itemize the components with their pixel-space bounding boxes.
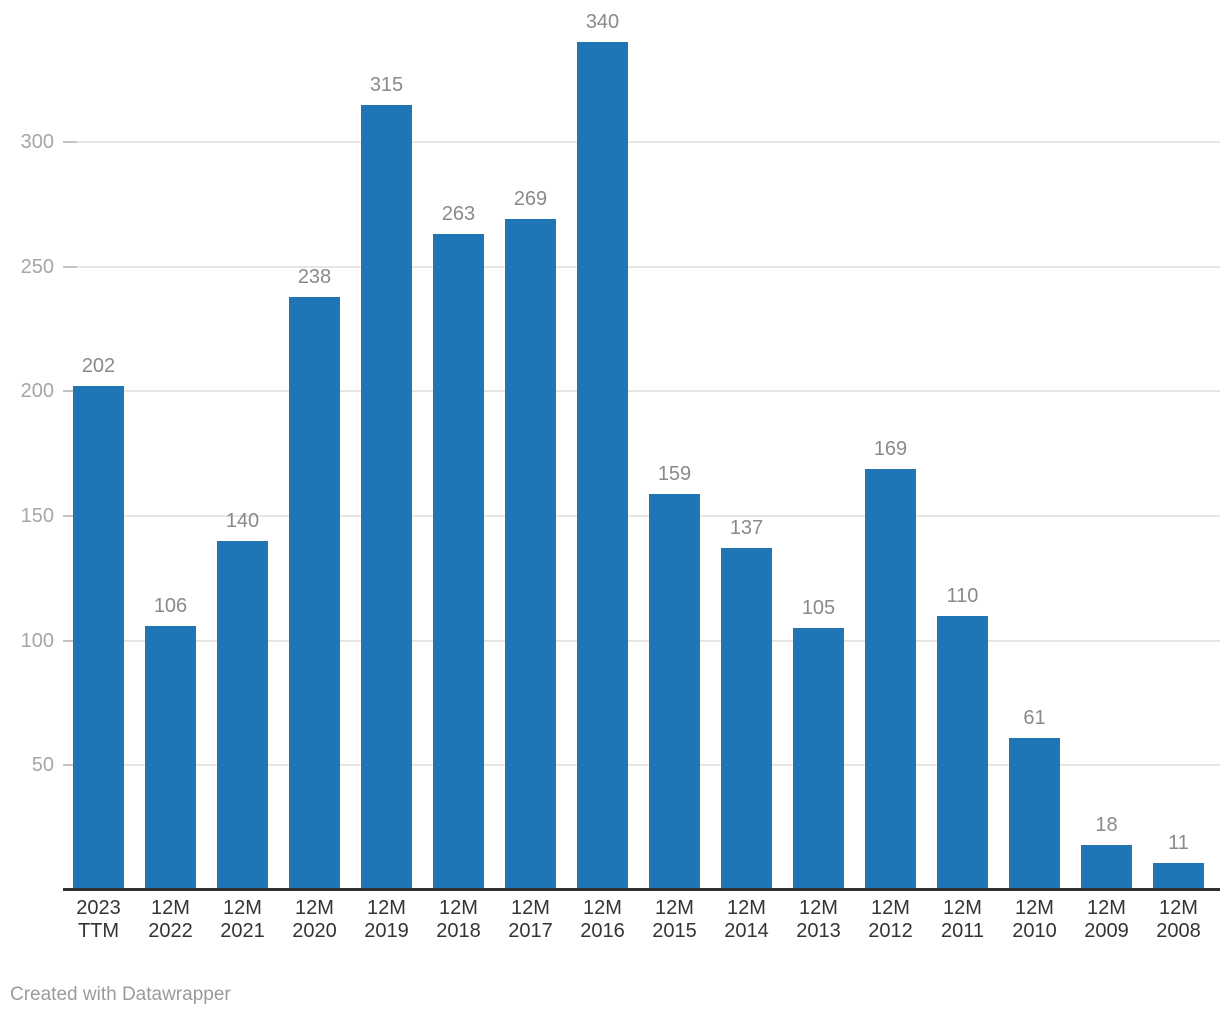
gridline (63, 266, 1220, 268)
x-axis-line (63, 888, 1220, 891)
x-axis-label: 12M 2018 (436, 897, 481, 942)
x-axis-label: 12M 2011 (940, 897, 984, 942)
x-axis-label: 12M 2012 (868, 897, 913, 942)
bar (433, 234, 484, 890)
bar (1153, 863, 1204, 890)
y-axis-tick (63, 390, 77, 392)
x-axis-label: 12M 2013 (796, 897, 841, 942)
bar (145, 626, 196, 890)
bar-value-label: 315 (369, 74, 404, 96)
bar (73, 386, 124, 890)
bar (1081, 845, 1132, 890)
x-axis-label: 12M 2015 (652, 897, 697, 942)
bar (577, 42, 628, 890)
bar-value-label: 263 (441, 203, 476, 225)
x-axis-label: 12M 2009 (1084, 897, 1129, 942)
bar (505, 219, 556, 890)
gridline (63, 141, 1220, 143)
bar (1009, 738, 1060, 890)
bar-value-label: 269 (513, 188, 548, 210)
bar-value-label: 169 (873, 438, 908, 460)
y-axis-tick-label: 300 (20, 131, 54, 153)
y-axis-tick (63, 640, 77, 642)
y-axis-tick-label: 100 (20, 630, 54, 652)
y-axis-tick-label: 50 (31, 754, 54, 776)
bar (793, 628, 844, 890)
x-axis-label: 12M 2021 (220, 897, 265, 942)
bar-value-label: 238 (297, 266, 332, 288)
bar-value-label: 105 (801, 597, 836, 619)
y-axis-tick-label: 150 (20, 505, 54, 527)
gridline (63, 640, 1220, 642)
bar-value-label: 18 (1095, 814, 1118, 836)
bar (361, 105, 412, 890)
bar-value-label: 11 (1168, 832, 1189, 854)
bar-value-label: 340 (585, 11, 620, 33)
bar (937, 616, 988, 890)
bar (721, 548, 772, 890)
bar-value-label: 140 (225, 510, 260, 532)
bar-value-label: 137 (729, 517, 764, 539)
gridline (63, 515, 1220, 517)
gridline (63, 764, 1220, 766)
datawrapper-attribution-link[interactable]: Created with Datawrapper (10, 984, 231, 1005)
x-axis-label: 12M 2017 (508, 897, 553, 942)
x-axis-label: 12M 2020 (292, 897, 337, 942)
x-axis-label: 12M 2010 (1012, 897, 1057, 942)
y-axis-tick (63, 141, 77, 143)
y-axis-tick (63, 266, 77, 268)
x-axis-label: 2023 TTM (76, 897, 121, 942)
gridline (63, 390, 1220, 392)
bar-value-label: 110 (946, 585, 979, 607)
x-axis-label: 12M 2022 (148, 897, 193, 942)
x-axis-label: 12M 2016 (580, 897, 625, 942)
y-axis-tick-label: 200 (20, 380, 54, 402)
y-axis-tick (63, 515, 77, 517)
x-axis-label: 12M 2019 (364, 897, 409, 942)
x-axis-label: 12M 2008 (1156, 897, 1201, 942)
bar-value-label: 106 (153, 595, 188, 617)
y-axis-tick-label: 250 (20, 256, 54, 278)
y-axis-tick (63, 764, 77, 766)
bar-value-label: 159 (657, 463, 692, 485)
bar (217, 541, 268, 890)
bar (649, 494, 700, 890)
bar-value-label: 202 (81, 355, 116, 377)
bar (865, 469, 916, 890)
bar-value-label: 61 (1023, 707, 1046, 729)
x-axis-label: 12M 2014 (724, 897, 769, 942)
bar (289, 297, 340, 890)
